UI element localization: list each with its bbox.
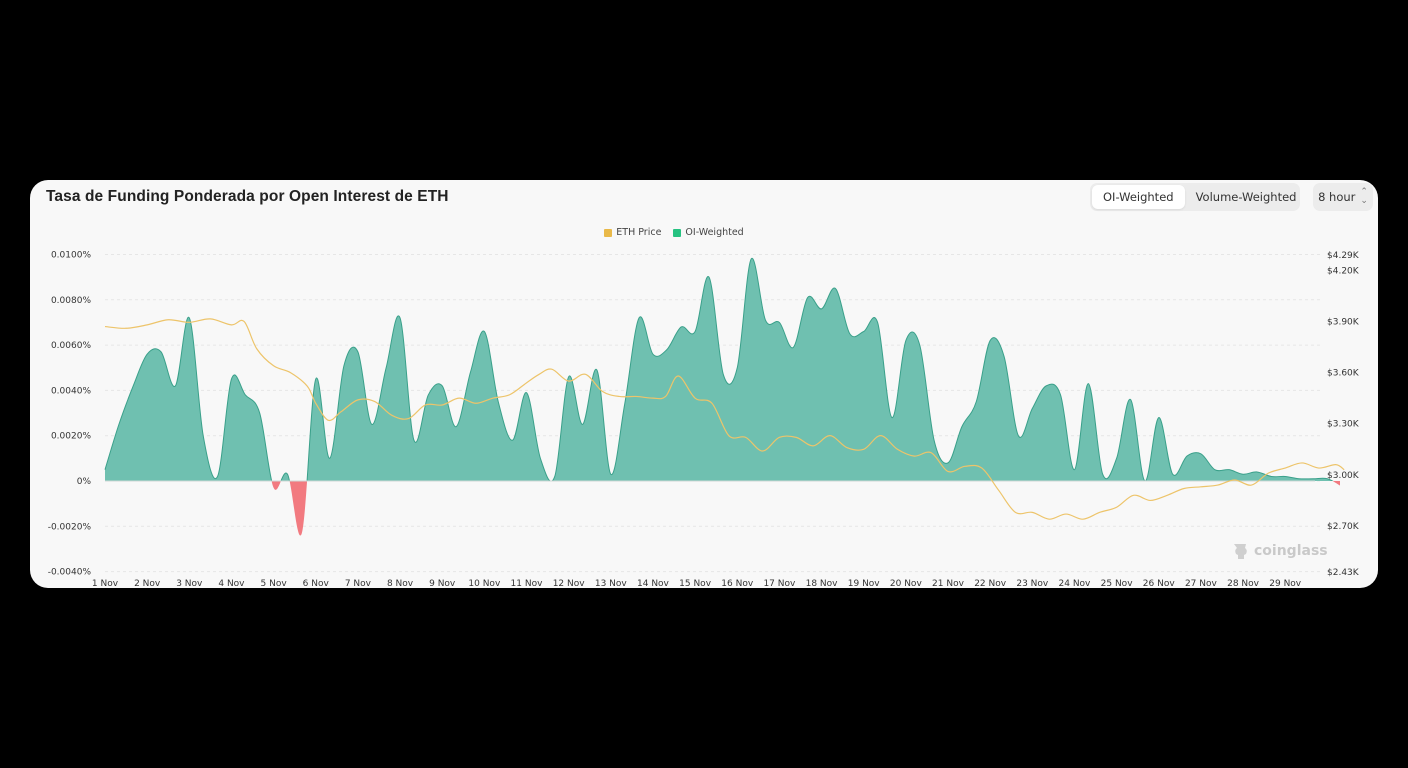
funding-area-positive xyxy=(105,258,1340,481)
tab-volume-weighted[interactable]: Volume-Weighted xyxy=(1195,190,1297,204)
y-right-tick: $3.30K xyxy=(1327,420,1360,430)
funding-rate-card: Tasa de Funding Ponderada por Open Inter… xyxy=(30,180,1378,588)
y-right-tick: $4.29K xyxy=(1327,251,1360,261)
x-tick: 2 Nov xyxy=(134,579,161,588)
x-tick: 19 Nov xyxy=(848,579,881,588)
chart-title: Tasa de Funding Ponderada por Open Inter… xyxy=(46,188,449,205)
x-tick: 14 Nov xyxy=(637,579,670,588)
interval-label: 8 hour xyxy=(1318,190,1356,204)
x-tick: 8 Nov xyxy=(387,579,414,588)
x-tick: 25 Nov xyxy=(1101,579,1134,588)
x-tick: 4 Nov xyxy=(218,579,245,588)
y-left-tick: 0.0040% xyxy=(51,386,91,396)
legend-label: OI-Weighted xyxy=(685,227,744,238)
x-tick: 3 Nov xyxy=(176,579,203,588)
eth-price-line xyxy=(104,318,1345,520)
y-left-tick: 0.0020% xyxy=(51,432,91,442)
legend-swatch-oi-weighted-icon xyxy=(673,228,682,237)
funding-line-positive xyxy=(104,258,1334,481)
x-tick: 29 Nov xyxy=(1269,579,1302,588)
x-tick: 17 Nov xyxy=(763,579,796,588)
x-tick: 10 Nov xyxy=(468,579,501,588)
x-tick: 5 Nov xyxy=(261,579,288,588)
legend-label: ETH Price xyxy=(616,227,662,238)
x-tick: 27 Nov xyxy=(1185,579,1218,588)
y-left-tick: 0.0080% xyxy=(51,296,91,306)
y-left-tick: 0% xyxy=(77,477,92,487)
y-right-tick: $2.43K xyxy=(1327,568,1360,578)
x-tick: 26 Nov xyxy=(1143,579,1176,588)
tab-oi-weighted[interactable]: OI-Weighted xyxy=(1092,185,1185,209)
x-tick: 23 Nov xyxy=(1016,579,1049,588)
x-tick: 18 Nov xyxy=(806,579,839,588)
weighting-toggle: OI-Weighted Volume-Weighted xyxy=(1090,183,1300,211)
x-tick: 21 Nov xyxy=(932,579,965,588)
y-right-tick: $3.60K xyxy=(1327,369,1360,379)
watermark-text: coinglass xyxy=(1254,543,1328,559)
x-tick: 6 Nov xyxy=(303,579,330,588)
x-tick: 1 Nov xyxy=(92,579,119,588)
y-left-tick: 0.0060% xyxy=(51,341,91,351)
x-tick: 13 Nov xyxy=(595,579,628,588)
x-tick: 12 Nov xyxy=(553,579,586,588)
y-right-tick: $3.90K xyxy=(1327,317,1360,327)
y-right-tick: $2.70K xyxy=(1327,522,1360,532)
x-tick: 7 Nov xyxy=(345,579,372,588)
coinglass-logo-icon xyxy=(1234,544,1247,559)
x-tick: 28 Nov xyxy=(1227,579,1260,588)
x-tick: 11 Nov xyxy=(511,579,544,588)
y-right-tick: $3.00K xyxy=(1327,471,1360,481)
y-left-tick: -0.0020% xyxy=(48,522,92,532)
chart-plot-area[interactable]: 0.0100% 0.0080% 0.0060% 0.0040% 0.0020% 0% -0.… xyxy=(30,180,1378,589)
legend-item-oi-weighted[interactable]: OI-Weighted xyxy=(673,227,744,238)
y-left-tick: -0.0040% xyxy=(48,568,92,578)
y-right-tick: $4.20K xyxy=(1327,266,1360,276)
x-tick: 9 Nov xyxy=(429,579,456,588)
chevron-updown-icon: ⌃ ⌄ xyxy=(1360,187,1368,206)
y-left-tick: 0.0100% xyxy=(51,251,91,261)
chart-legend: ETH Price OI-Weighted xyxy=(30,227,1348,238)
x-tick: 24 Nov xyxy=(1059,579,1092,588)
interval-select[interactable]: 8 hour ⌃ ⌄ xyxy=(1313,183,1373,211)
x-tick: 16 Nov xyxy=(721,579,754,588)
x-tick: 22 Nov xyxy=(974,579,1007,588)
coinglass-watermark: coinglass xyxy=(1230,541,1328,561)
x-tick: 20 Nov xyxy=(890,579,923,588)
x-tick: 15 Nov xyxy=(679,579,712,588)
legend-swatch-eth-price-icon xyxy=(604,228,613,237)
legend-item-eth-price[interactable]: ETH Price xyxy=(604,227,661,238)
